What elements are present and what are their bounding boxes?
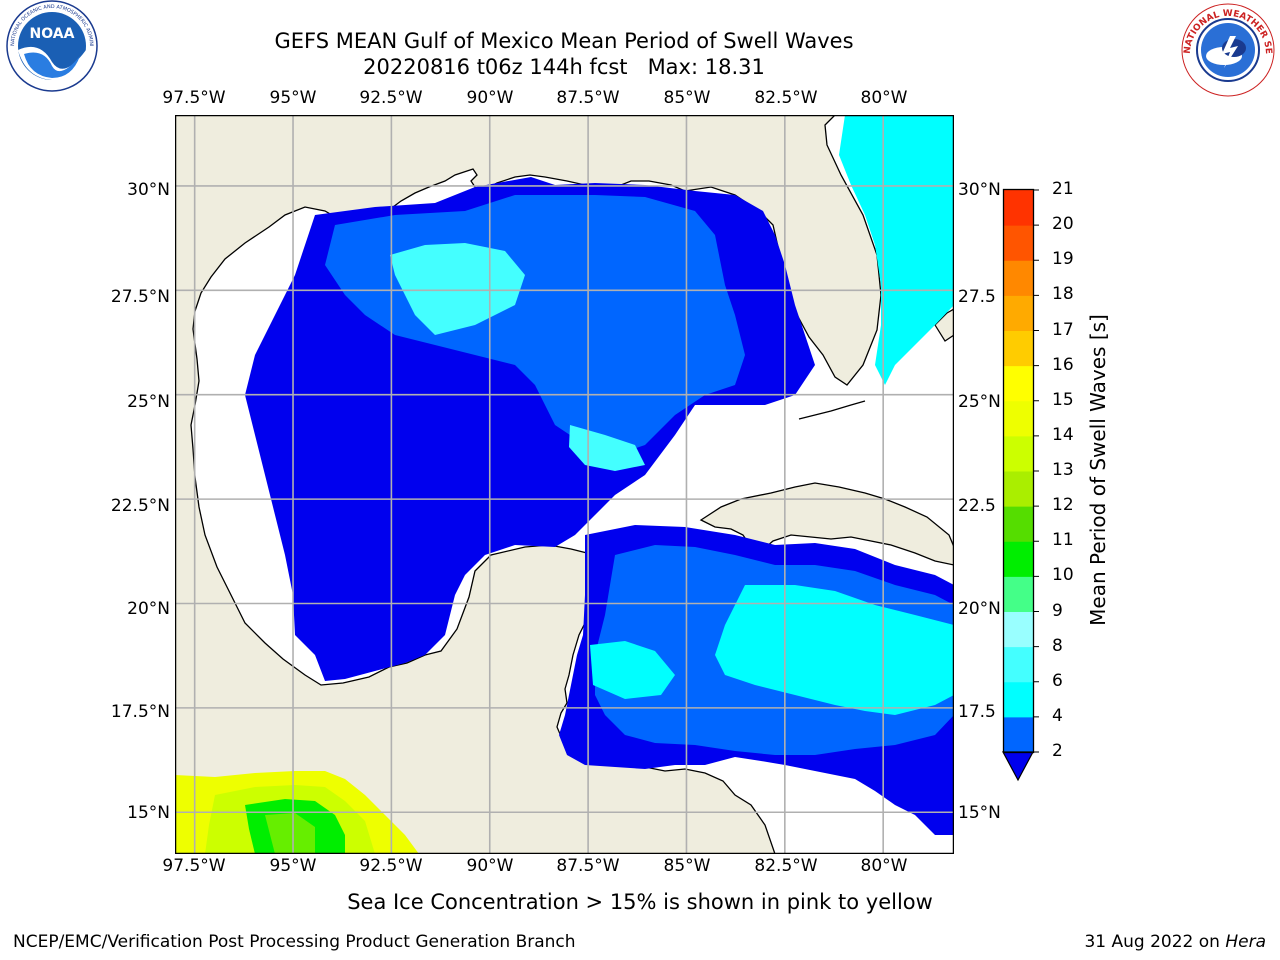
colorbar-band [1004, 330, 1033, 367]
lat-label-right: 30°N [958, 180, 1001, 200]
colorbar-tick-label: 11 [1052, 530, 1074, 551]
colorbar-band [1004, 190, 1033, 226]
colorbar-band [1004, 576, 1033, 612]
colorbar-band [1004, 295, 1033, 331]
colorbar-tick-label: 18 [1052, 284, 1074, 305]
noaa-logo: NOAA NATIONAL OCEANIC AND ATMOSPHERIC AD… [0, 0, 98, 92]
colorbar-tick-label: 19 [1052, 249, 1074, 270]
lon-label-bottom: 90°W [466, 856, 514, 876]
lon-label-bottom: 95°W [269, 856, 317, 876]
colorbar-tick-label: 13 [1052, 460, 1074, 480]
lon-label-bottom: 85°W [663, 856, 711, 876]
swell-period-contour [390, 243, 525, 335]
lat-label-left: 25°N [127, 392, 170, 412]
lon-label-top: 97.5°W [162, 88, 226, 108]
lon-label-top: 80°W [860, 88, 908, 108]
sea-ice-note: Sea Ice Concentration > 15% is shown in … [347, 890, 933, 914]
colorbar-band [1004, 365, 1033, 402]
lon-label-bottom: 97.5°W [162, 856, 226, 876]
lon-label-bottom: 80°W [860, 856, 908, 876]
lon-label-top: 82.5°W [754, 88, 818, 108]
colorbar-band [1004, 611, 1033, 648]
colorbar-band [1004, 681, 1033, 718]
swell-period-contour [265, 813, 315, 854]
land-bahamas [934, 308, 954, 342]
lat-label-left: 30°N [127, 180, 170, 200]
noaa-logo-text: NOAA [30, 26, 75, 42]
colorbar-band [1004, 541, 1033, 577]
lat-label-left: 22.5°N [110, 496, 170, 516]
lon-label-top: 90°W [466, 88, 514, 108]
nws-logo: NATIONAL WEATHER SERVICE [1176, 0, 1275, 97]
colorbar-band [1004, 400, 1033, 437]
map-frame [175, 115, 954, 854]
colorbar-tick-label: 6 [1052, 670, 1063, 691]
lat-label-left: 17.5°N [110, 702, 170, 722]
colorbar-tick-label: 15 [1052, 389, 1074, 410]
colorbar-band [1004, 506, 1033, 542]
lat-label-right: 22.5 [958, 496, 996, 516]
land-keys [798, 400, 866, 420]
swell-period-contour [715, 585, 954, 715]
lat-label-right: 15°N [958, 803, 1001, 823]
colorbar-band [1004, 435, 1033, 472]
colorbar [1001, 188, 1039, 782]
lon-label-top: 95°W [269, 88, 317, 108]
colorbar-band [1004, 716, 1033, 753]
swell-period-contour [839, 115, 954, 385]
map-title: GEFS MEAN Gulf of Mexico Mean Period of … [274, 29, 854, 53]
colorbar-tick-label: 2 [1052, 741, 1063, 761]
colorbar-extend-arrow [1001, 751, 1035, 782]
colorbar-tick-label: 14 [1052, 424, 1074, 445]
lon-label-bottom: 92.5°W [359, 856, 423, 876]
colorbar-tick-label: 8 [1052, 635, 1063, 656]
colorbar-band [1004, 225, 1033, 261]
colorbar-title: Mean Period of Swell Waves [s] [1086, 314, 1110, 626]
lon-label-bottom: 82.5°W [754, 856, 818, 876]
lat-label-left: 15°N [127, 803, 170, 823]
colorbar-tick-label: 4 [1052, 705, 1063, 726]
colorbar-tick-label: 20 [1052, 214, 1074, 235]
credit-text: NCEP/EMC/Verification Post Processing Pr… [13, 932, 576, 952]
colorbar-tick-label: 12 [1052, 495, 1074, 516]
lon-label-top: 87.5°W [556, 88, 620, 108]
lat-label-left: 20°N [127, 599, 170, 619]
colorbar-band [1004, 471, 1033, 507]
colorbar-tick-label: 10 [1052, 565, 1074, 586]
colorbar-band [1004, 260, 1033, 296]
lat-label-right: 25°N [958, 392, 1001, 412]
colorbar-tick-label: 9 [1052, 600, 1063, 621]
date-label: 31 Aug 2022 on [1084, 932, 1226, 952]
lat-label-right: 27.5 [958, 287, 996, 307]
colorbar-tick-label: 21 [1052, 179, 1074, 199]
lon-label-bottom: 87.5°W [556, 856, 620, 876]
lat-label-right: 17.5 [958, 702, 996, 722]
lat-label-right: 20°N [958, 599, 1001, 619]
date-text: 31 Aug 2022 on Hera [1084, 932, 1266, 952]
lon-label-top: 85°W [663, 88, 711, 108]
colorbar-tick-label: 17 [1052, 319, 1074, 340]
lon-label-top: 92.5°W [359, 88, 423, 108]
map-subtitle: 20220816 t06z 144h fcst Max: 18.31 [363, 55, 765, 79]
colorbar-band [1004, 646, 1033, 683]
colorbar-tick-label: 16 [1052, 354, 1074, 375]
swell-period-contour [590, 641, 675, 699]
lat-label-left: 27.5°N [110, 287, 170, 307]
host-label: Hera [1225, 932, 1266, 952]
map-panel [175, 115, 954, 854]
